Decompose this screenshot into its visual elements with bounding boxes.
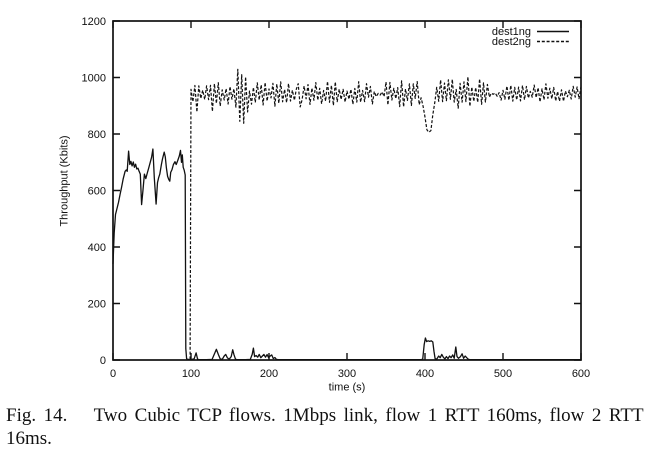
svg-text:0: 0 [100, 355, 106, 367]
svg-text:800: 800 [88, 129, 106, 141]
svg-text:200: 200 [88, 299, 106, 311]
svg-text:dest2ng: dest2ng [492, 36, 531, 48]
svg-text:0: 0 [110, 368, 116, 380]
svg-text:400: 400 [88, 242, 106, 254]
svg-text:400: 400 [416, 368, 434, 380]
svg-text:600: 600 [572, 368, 590, 380]
svg-text:1000: 1000 [82, 73, 106, 85]
svg-text:600: 600 [88, 186, 106, 198]
svg-text:dest1ng: dest1ng [492, 26, 531, 38]
svg-text:300: 300 [338, 368, 356, 380]
svg-text:100: 100 [182, 368, 200, 380]
svg-text:200: 200 [260, 368, 278, 380]
svg-text:Throughput (Kbits): Throughput (Kbits) [59, 135, 71, 226]
svg-text:1200: 1200 [82, 16, 106, 28]
svg-text:time (s): time (s) [329, 382, 366, 394]
svg-text:500: 500 [494, 368, 512, 380]
